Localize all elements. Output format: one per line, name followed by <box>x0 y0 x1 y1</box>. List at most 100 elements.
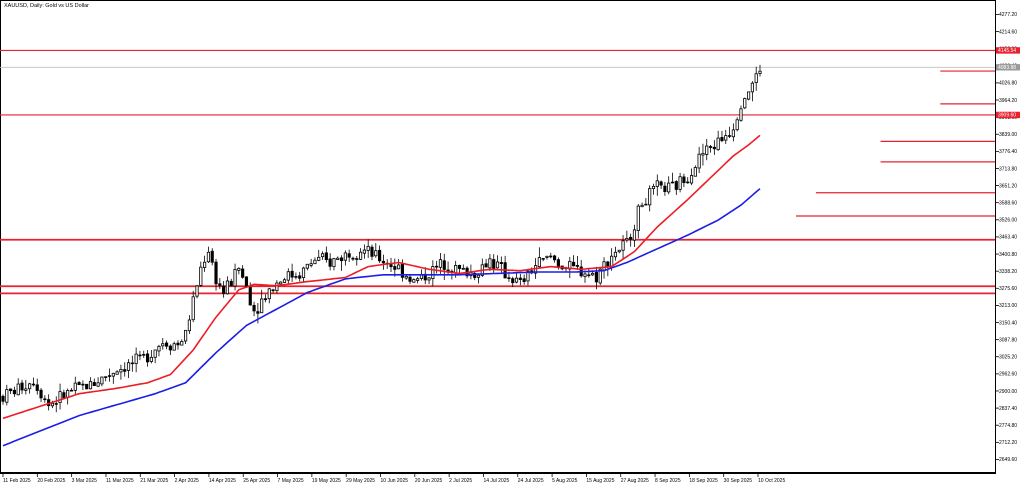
candle <box>712 146 716 150</box>
x-tick-label: 5 Aug 2025 <box>552 478 578 484</box>
time-axis[interactable]: 11 Feb 2025 20 Feb 2025 3 Mar 2025 11 Mar 2… <box>2 473 785 484</box>
candle <box>526 270 530 282</box>
candle <box>85 383 89 390</box>
candle <box>309 263 313 266</box>
candle <box>598 268 602 284</box>
price-tag-label: 4145.54 <box>998 48 1016 54</box>
candle <box>389 264 393 268</box>
candle <box>73 382 77 391</box>
price-axis[interactable]: 4277.204214.604152.004089.404026.803964.… <box>995 12 1017 463</box>
candle <box>210 250 214 263</box>
candle <box>587 274 591 277</box>
candle <box>39 389 43 399</box>
candle <box>100 376 104 385</box>
y-tick-label: 3526.00 <box>999 218 1017 224</box>
candle <box>655 180 659 187</box>
y-tick-label: 2837.40 <box>999 406 1017 412</box>
y-tick-label: 3087.80 <box>999 337 1017 343</box>
candle <box>324 252 328 260</box>
candle <box>602 261 606 271</box>
candle <box>256 311 260 314</box>
candle <box>648 188 652 206</box>
candle <box>404 275 408 279</box>
candle <box>625 238 629 241</box>
price-tag-label: 4083.88 <box>998 65 1016 71</box>
candle <box>393 266 397 270</box>
x-tick-label: 10 Oct 2025 <box>758 478 785 484</box>
candle <box>35 384 39 391</box>
candle <box>632 229 637 241</box>
candle <box>457 264 462 269</box>
candle <box>667 182 671 193</box>
candle <box>484 263 488 268</box>
candle <box>362 249 366 254</box>
y-tick-label: 2712.20 <box>999 440 1017 446</box>
candle <box>31 383 36 386</box>
candle <box>575 265 579 267</box>
candle <box>617 249 621 253</box>
candle <box>107 375 112 377</box>
candle <box>507 277 511 279</box>
y-tick-label: 2774.80 <box>999 423 1017 429</box>
candle <box>499 262 503 264</box>
candle <box>621 240 625 251</box>
x-tick-label: 25 Apr 2025 <box>243 478 270 484</box>
candle <box>161 343 165 347</box>
y-tick-label: 2649.60 <box>999 457 1017 463</box>
candle <box>758 70 762 74</box>
candle <box>332 258 336 268</box>
candle <box>263 298 268 301</box>
candle <box>218 283 222 286</box>
candle <box>294 276 298 278</box>
moving-average-fast <box>2 134 761 420</box>
y-tick-label: 2900.00 <box>999 389 1017 395</box>
y-tick-label: 4277.20 <box>999 12 1017 18</box>
candle <box>347 253 351 258</box>
candle <box>301 267 306 279</box>
candle <box>206 251 210 263</box>
candle <box>370 246 374 257</box>
candle <box>145 353 150 363</box>
y-tick-label: 3275.60 <box>999 286 1017 292</box>
candle <box>81 383 85 386</box>
candle <box>282 279 287 283</box>
candle <box>572 261 576 267</box>
y-tick-label: 3150.40 <box>999 320 1017 326</box>
candle <box>743 98 747 109</box>
price-tag <box>996 47 1020 54</box>
x-tick-label: 2 Apr 2025 <box>175 478 199 484</box>
candle <box>727 135 732 137</box>
candle <box>134 353 138 364</box>
price-tag <box>996 111 1020 119</box>
candle <box>640 204 644 208</box>
x-tick-label: 14 Apr 2025 <box>209 478 236 484</box>
candle <box>754 73 758 83</box>
candle <box>366 245 370 251</box>
candle <box>476 274 481 278</box>
candle <box>473 272 477 278</box>
x-tick-label: 11 Feb 2025 <box>3 478 31 484</box>
candle <box>328 258 332 267</box>
candle <box>682 176 686 184</box>
candle <box>176 342 180 346</box>
candle <box>522 278 526 282</box>
candle <box>701 152 705 156</box>
candle <box>199 266 203 286</box>
candle <box>686 181 690 184</box>
candle <box>62 392 66 399</box>
candle <box>20 382 24 391</box>
x-tick-label: 19 May 2025 <box>312 478 341 484</box>
y-tick-label: 4026.80 <box>999 81 1017 87</box>
x-tick-label: 10 Jun 2025 <box>381 478 409 484</box>
candle <box>518 277 522 280</box>
candle <box>298 275 302 279</box>
candle <box>214 261 218 285</box>
candle <box>260 298 264 314</box>
candle <box>172 343 176 351</box>
candle <box>248 286 252 306</box>
y-tick-label: 3463.40 <box>999 235 1017 241</box>
candle <box>438 259 443 268</box>
candle <box>313 259 317 265</box>
candle <box>541 258 545 260</box>
